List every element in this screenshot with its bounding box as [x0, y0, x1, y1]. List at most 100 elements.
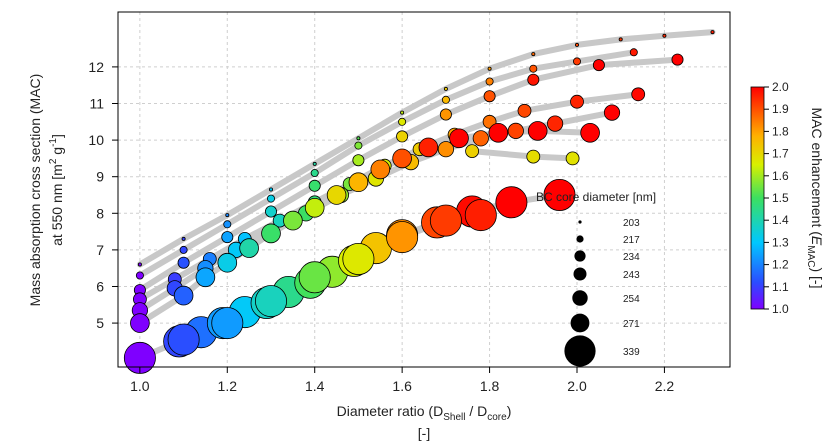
data-point — [464, 199, 497, 232]
colorbar-tick-label: 1.0 — [772, 302, 789, 316]
colorbar-tick-label: 1.7 — [772, 147, 789, 161]
colorbar-tick-label: 1.2 — [772, 258, 789, 272]
size-legend-label: 271 — [623, 319, 640, 330]
data-point — [266, 194, 275, 203]
colorbar-tick-label: 2.0 — [772, 80, 789, 94]
x-tick-label: 1.2 — [218, 378, 238, 394]
data-point — [217, 252, 238, 273]
size-legend-marker — [574, 250, 586, 262]
data-point — [312, 161, 317, 166]
data-point — [392, 148, 412, 169]
data-point — [173, 285, 194, 306]
colorbar: 1.0 1.1 1.2 1.3 1.4 1.5 1.6 1.7 1.8 1.9 2.0 MAC en… — [750, 80, 825, 316]
data-point — [386, 221, 419, 254]
data-point — [629, 48, 638, 57]
data-point — [342, 242, 375, 275]
y-tick-label: 10 — [88, 132, 104, 148]
y-tick-label: 5 — [96, 315, 104, 331]
series-line — [136, 56, 681, 294]
series-line — [136, 49, 637, 279]
colorbar-gradient — [750, 86, 765, 310]
data-point — [370, 159, 391, 180]
data-point — [618, 37, 623, 42]
plot-frame — [117, 11, 731, 368]
data-point — [487, 66, 492, 71]
data-point — [543, 178, 576, 211]
y-tick-label: 7 — [96, 242, 104, 258]
data-point — [527, 121, 548, 141]
y-tick-label: 8 — [96, 205, 104, 221]
colorbar-tick-label: 1.1 — [772, 280, 789, 294]
data-point — [225, 213, 230, 218]
size-legend-label: 203 — [623, 218, 640, 229]
size-legend-marker — [573, 267, 587, 281]
data-point — [177, 256, 190, 269]
data-point — [211, 307, 244, 340]
colorbar-tick-label: 1.8 — [772, 124, 789, 138]
data-point — [123, 341, 156, 374]
data-point — [310, 168, 319, 177]
series-line — [469, 148, 576, 162]
colorbar-tick-label: 1.9 — [772, 102, 789, 116]
size-legend-label: 254 — [623, 294, 640, 305]
data-point — [485, 77, 494, 86]
data-point — [304, 198, 325, 218]
y-axis-label-line1: Mass absorption cross section (MAC) — [27, 74, 43, 307]
colorbar-tick-label: 1.4 — [772, 213, 789, 227]
data-point — [298, 261, 331, 294]
data-point — [507, 122, 524, 139]
data-point — [546, 115, 564, 132]
data-point — [221, 231, 234, 244]
data-point — [223, 220, 232, 229]
data-point — [671, 53, 684, 66]
data-point — [195, 267, 216, 288]
data-point — [396, 130, 409, 143]
data-point — [531, 52, 536, 57]
series-line — [136, 29, 716, 268]
data-point — [437, 141, 454, 158]
size-legend-label: 243 — [623, 270, 640, 281]
data-point — [137, 262, 142, 267]
x-tick-label: 1.0 — [130, 378, 150, 394]
data-point — [449, 128, 469, 149]
data-point — [130, 313, 150, 333]
data-point — [264, 205, 277, 218]
data-point — [575, 42, 580, 47]
data-point — [418, 137, 439, 158]
data-point — [261, 223, 281, 244]
x-tick-label: 1.4 — [305, 378, 325, 394]
data-point — [181, 236, 186, 241]
data-point — [529, 64, 538, 73]
size-legend-marker — [578, 220, 582, 224]
x-tick-label: 2.0 — [567, 378, 587, 394]
data-point — [135, 271, 144, 280]
data-point — [441, 95, 450, 104]
data-point — [710, 30, 715, 35]
colorbar-tick-label: 1.5 — [772, 191, 789, 205]
data-point — [483, 90, 496, 103]
x-tick-label: 2.2 — [655, 378, 675, 394]
size-legend-marker — [564, 335, 596, 367]
data-point — [526, 149, 541, 164]
data-point — [573, 57, 582, 66]
data-point — [472, 130, 489, 147]
size-legend: BC core diameter [nm] 203 217 234 243 254 271… — [536, 190, 656, 367]
x-tick-label: 1.6 — [392, 378, 412, 394]
x-tick-label: 1.8 — [480, 378, 500, 394]
data-point — [580, 123, 600, 143]
y-tick-label: 6 — [96, 278, 104, 294]
x-axis-label: Diameter ratio (DShell / Dcore) — [337, 403, 512, 423]
y-tick-label: 12 — [88, 59, 104, 75]
data-point — [356, 136, 361, 141]
data-point — [495, 186, 528, 219]
size-legend-label: 234 — [623, 252, 640, 263]
data-point — [465, 144, 480, 159]
y-tick-label: 11 — [89, 95, 104, 111]
data-point — [570, 94, 584, 109]
colorbar-tick-label: 1.3 — [772, 235, 789, 249]
data-point — [400, 110, 405, 115]
data-point — [527, 73, 540, 86]
data-point — [167, 323, 200, 356]
data-point — [603, 104, 621, 121]
